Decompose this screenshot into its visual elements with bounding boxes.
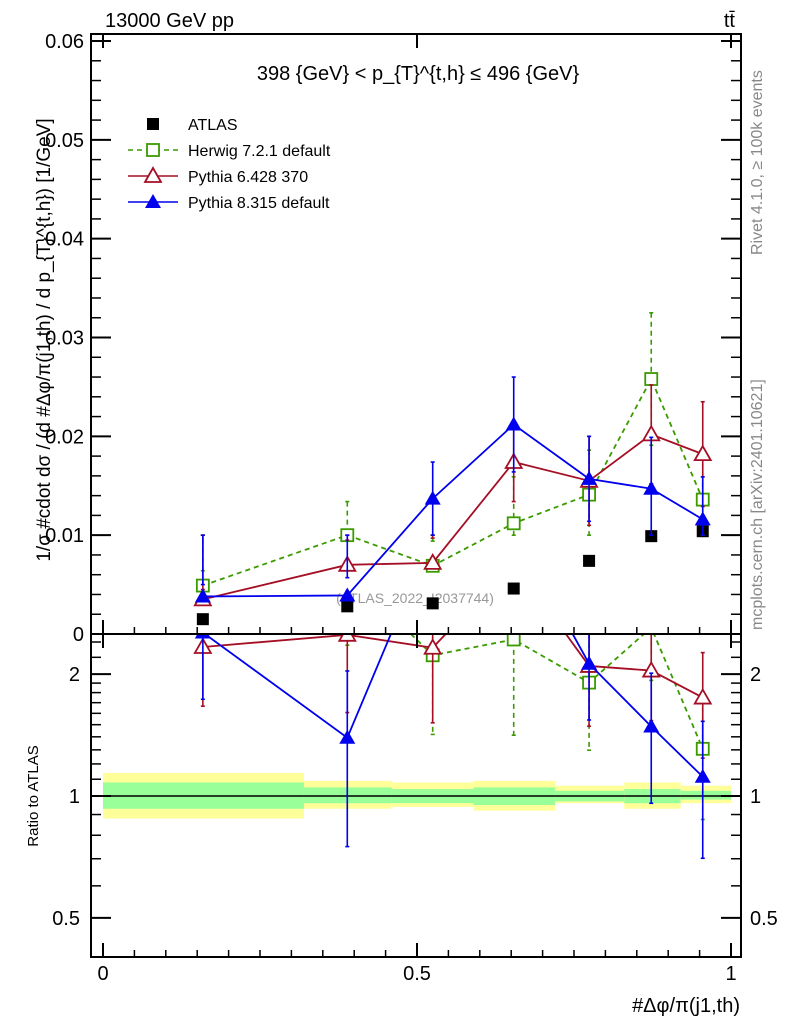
- x-tick-label: 1: [725, 963, 736, 985]
- legend-marker: [145, 194, 161, 208]
- y-tick-label: 0.03: [45, 328, 84, 350]
- ratio-tick-label: 0.5: [52, 908, 80, 930]
- pythia-6-428-370-point: [337, 634, 357, 642]
- mcplots-label: mcplots.cern.ch [arXiv:2401.10621]: [749, 379, 766, 630]
- pythia-8-315-default-point: [194, 588, 211, 603]
- ratio-panel: [103, 554, 731, 860]
- y-axis-label: 1/σ #cdot dσ / (d #Δφ/π(j1,th) / d p_{T}…: [34, 118, 55, 561]
- pythia-8-315-default-point: [643, 718, 660, 733]
- ratio-frame: [90, 633, 742, 958]
- ratio-tick-label-right: 1: [750, 786, 761, 808]
- pythia-6-428-370-point: [423, 637, 443, 655]
- legend-marker: [147, 118, 159, 130]
- ratio-tick-label: 2: [69, 664, 80, 686]
- legend-item-atlas: ATLAS: [147, 117, 238, 134]
- pythia-8-315-default-point: [581, 470, 598, 485]
- pythia-8-315-default-point: [581, 655, 598, 670]
- y-tick-label: 0.02: [45, 426, 84, 448]
- uncertainty-band-inner: [680, 790, 731, 800]
- atlas-point: [645, 530, 658, 543]
- y-tick-label: 0: [73, 624, 84, 646]
- pythia-8-315-default-point: [643, 480, 660, 495]
- y-tick-label: 0.05: [45, 130, 84, 152]
- x-axis-label: #Δφ/π(j1,th): [632, 995, 740, 1017]
- herwig-7-2-1-default-point: [506, 516, 521, 531]
- pythia-8-315-default-point: [339, 587, 356, 602]
- ratio-tick-label-right: 0.5: [750, 908, 778, 930]
- main-panel: [193, 312, 713, 626]
- rivet-label: Rivet 4.1.0, ≥ 100k events: [749, 70, 766, 255]
- atlas-point: [196, 613, 209, 626]
- legend-marker: [146, 143, 160, 157]
- herwig-7-2-1-default-point: [644, 634, 659, 635]
- herwig-7-2-1-default-point: [506, 634, 521, 647]
- atlas-point: [583, 554, 596, 567]
- x-tick-label: 0: [97, 963, 108, 985]
- pythia-8-315-default-point: [694, 768, 711, 783]
- atlas-point: [426, 597, 439, 610]
- chart-title: 398 {GeV} < p_{T}^{t,h} ≤ 496 {GeV}: [257, 63, 580, 85]
- pythia-8-315-default-line: [203, 634, 704, 778]
- ratio-tick-label: 1: [69, 786, 80, 808]
- legend-item-pythia-6-428-370: Pythia 6.428 370: [128, 166, 308, 186]
- pythia-8-315-default-point: [194, 634, 211, 639]
- process-label: tt̄: [724, 10, 736, 32]
- ratio-tick-label-right: 2: [750, 664, 761, 686]
- pythia-8-315-default-point: [424, 490, 441, 505]
- pythia-6-428-370-point: [506, 554, 522, 568]
- ratio-y-axis-label: Ratio to ATLAS: [25, 745, 42, 846]
- pythia-6-428-370-point: [693, 687, 713, 705]
- legend-label: ATLAS: [188, 117, 238, 134]
- pythia-6-428-370-line: [202, 433, 704, 601]
- herwig-7-2-1-default-line: [202, 376, 704, 587]
- axes: 0 0.5 1 0 0.01 0.02 0.03 0.04 0.05 0.06 0.5 0.5 1 1 2 2: [45, 31, 778, 985]
- pythia-6-428-370-point: [693, 444, 713, 462]
- legend-item-herwig-7-2-1-default: Herwig 7.2.1 default: [128, 143, 331, 160]
- legend-label: Pythia 8.315 default: [188, 195, 330, 212]
- watermark: (ATLAS_2022_I2037744): [336, 590, 494, 606]
- y-tick-label: 0.04: [45, 229, 84, 251]
- x-tick-label: 0.5: [403, 963, 431, 985]
- pythia-6-428-370-point: [423, 553, 443, 570]
- chart-layers: 0 0.5 1 0 0.01 0.02 0.03 0.04 0.05 0.06 0.5 0.5 1 1 2 2: [45, 31, 778, 985]
- pythia-8-315-default-point: [694, 511, 711, 526]
- legend-label: Pythia 6.428 370: [188, 169, 308, 186]
- atlas-point: [341, 600, 354, 613]
- legend-item-pythia-8-315-default: Pythia 8.315 default: [128, 194, 330, 212]
- legend-marker: [143, 166, 163, 183]
- pythia-8-315-default-line: [202, 423, 704, 598]
- pythia-8-315-default-point: [505, 416, 522, 431]
- atlas-point: [507, 582, 520, 595]
- header-title: 13000 GeV pp: [105, 10, 234, 32]
- y-tick-label: 0.06: [45, 31, 84, 53]
- pythia-8-315-default-point: [339, 729, 356, 744]
- legend-label: Herwig 7.2.1 default: [188, 143, 331, 160]
- y-tick-label: 0.01: [45, 525, 84, 547]
- legend: ATLAS Herwig 7.2.1 default Pythia 6.428 37…: [128, 117, 331, 212]
- herwig-7-2-1-default-point: [644, 372, 659, 386]
